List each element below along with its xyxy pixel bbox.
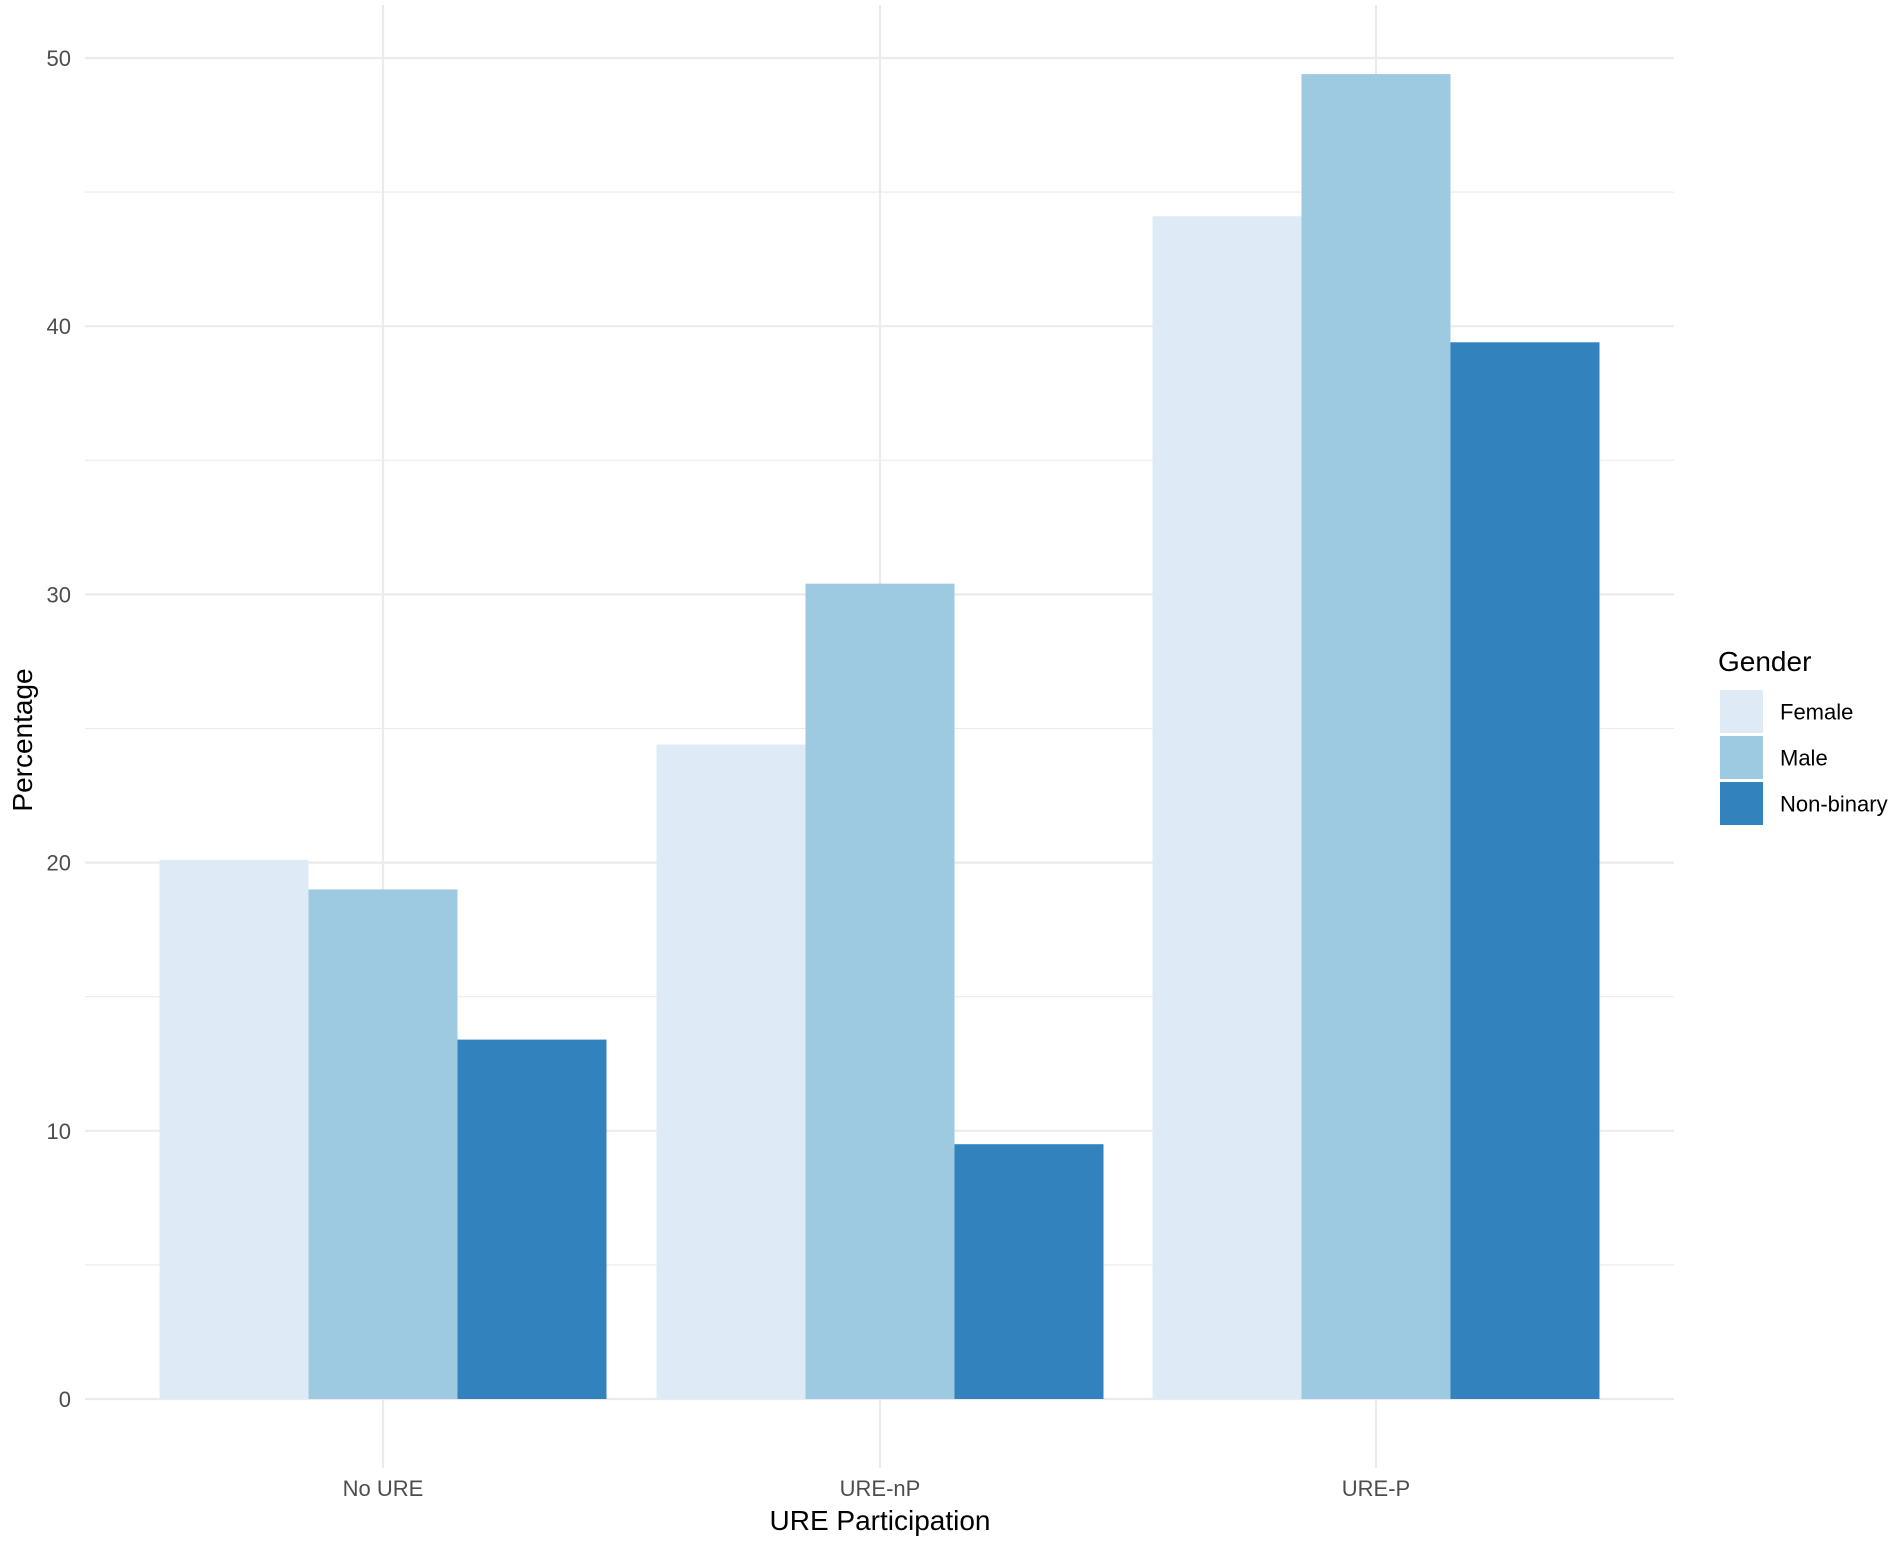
legend-key-non-binary	[1720, 782, 1763, 825]
legend: Gender Female Male Non-binary	[1718, 646, 1888, 825]
bar-non-binary-ure-np	[954, 1144, 1104, 1399]
y-tick-label: 40	[47, 314, 71, 339]
x-tick-label: URE-P	[1342, 1476, 1410, 1501]
bar-non-binary-no-ure	[457, 1039, 607, 1399]
x-tick-label: URE-nP	[840, 1476, 921, 1501]
y-axis-ticks: 0 10 20 30 40 50	[47, 46, 71, 1412]
x-tick-label: No URE	[343, 1476, 424, 1501]
bar-female-no-ure	[159, 859, 309, 1399]
y-tick-label: 10	[47, 1119, 71, 1144]
bars-layer	[159, 74, 1600, 1399]
legend-key-female	[1720, 690, 1763, 733]
bar-male-ure-np	[805, 583, 955, 1399]
legend-label: Male	[1780, 746, 1828, 771]
bar-male-ure-p	[1301, 74, 1451, 1399]
bar-non-binary-ure-p	[1450, 342, 1600, 1399]
bar-female-ure-p	[1152, 216, 1302, 1399]
bar-male-no-ure	[308, 889, 458, 1399]
legend-label: Non-binary	[1780, 792, 1888, 817]
legend-title: Gender	[1718, 646, 1811, 677]
y-tick-label: 0	[59, 1387, 71, 1412]
legend-key-male	[1720, 736, 1763, 779]
legend-items: Female Male Non-binary	[1720, 690, 1888, 825]
bar-female-ure-np	[656, 744, 806, 1399]
y-axis-title: Percentage	[7, 668, 38, 811]
x-axis-ticks: No URE URE-nP URE-P	[343, 1476, 1411, 1501]
y-tick-label: 20	[47, 851, 71, 876]
y-tick-label: 50	[47, 46, 71, 71]
x-axis-title: URE Participation	[770, 1505, 991, 1536]
y-tick-label: 30	[47, 582, 71, 607]
legend-label: Female	[1780, 700, 1853, 725]
